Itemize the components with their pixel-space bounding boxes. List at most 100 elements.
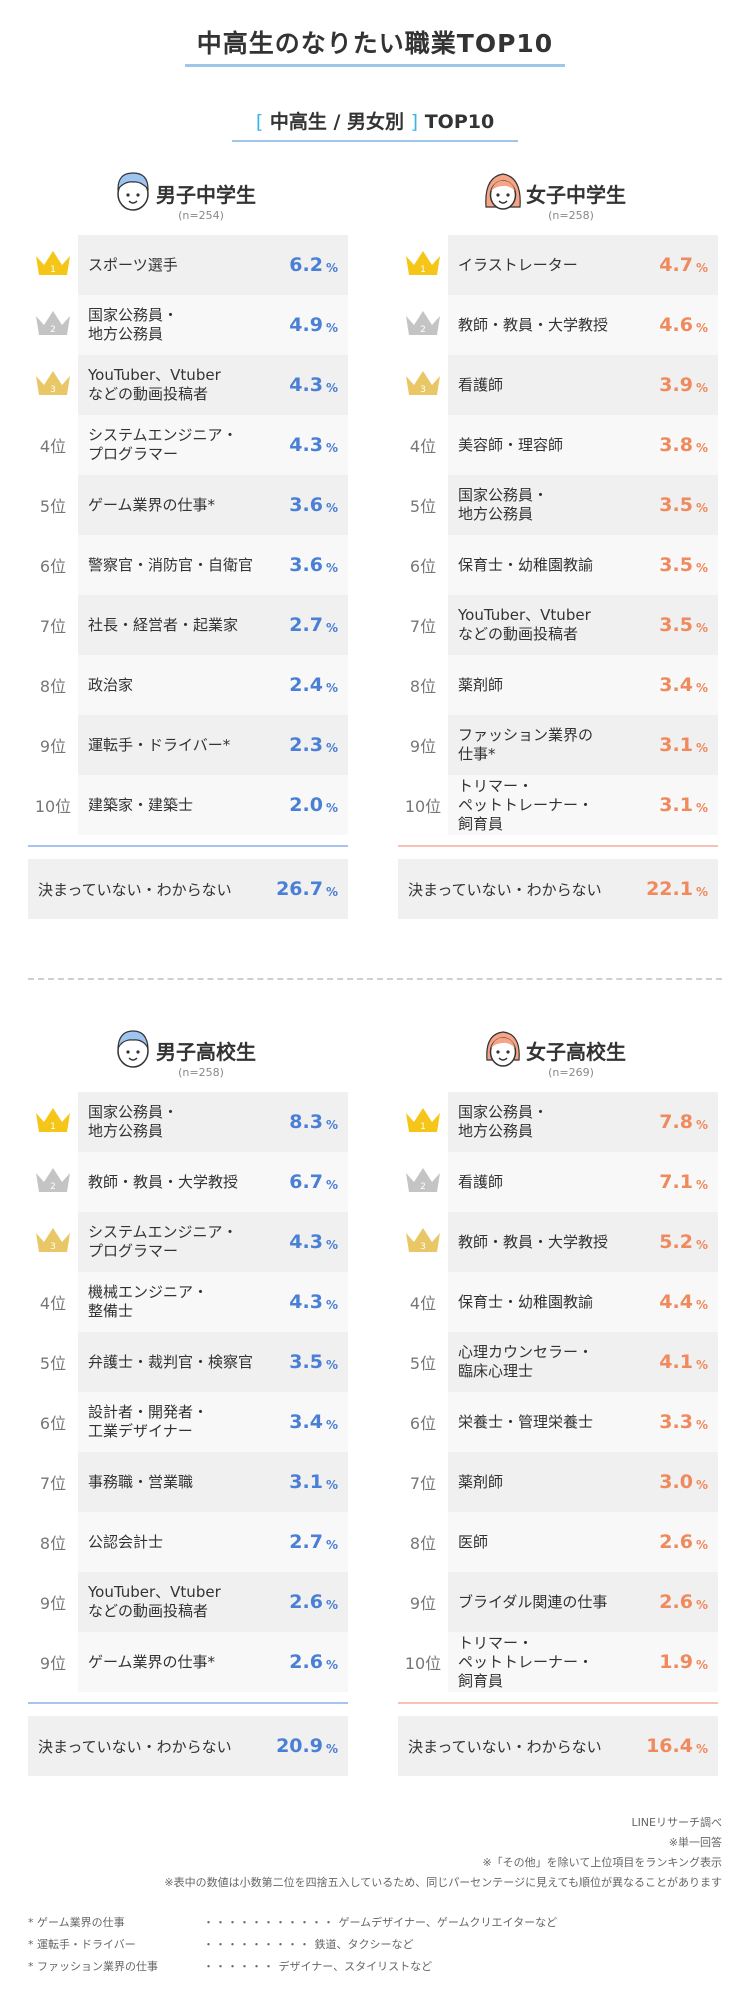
value-number: 2.6 bbox=[659, 1591, 693, 1613]
row-cell: ゲーム業界の仕事* 3.6% bbox=[78, 475, 348, 535]
title-underline bbox=[185, 64, 565, 67]
sample-size: (n=269) bbox=[548, 1066, 594, 1079]
percent-value: 3.0% bbox=[659, 1452, 708, 1512]
value-number: 2.7 bbox=[289, 1531, 323, 1553]
row-cell: スポーツ選手 6.2% bbox=[78, 235, 348, 295]
percent-unit: % bbox=[325, 1657, 338, 1672]
row-cell: システムエンジニア・ プログラマー 4.3% bbox=[78, 415, 348, 475]
footnote-dots: ・・・・・・・・・ bbox=[203, 1938, 311, 1951]
table-row: 7位 YouTuber、Vtuber などの動画投稿者 3.5% bbox=[398, 595, 743, 655]
svg-text:3: 3 bbox=[420, 1242, 426, 1252]
row-cell: 国家公務員・ 地方公務員 8.3% bbox=[78, 1092, 348, 1152]
row-cell: 教師・教員・大学教授 4.6% bbox=[448, 295, 718, 355]
job-label: スポーツ選手 bbox=[88, 255, 178, 274]
footnote-dots: ・・・・・・・・・・・ bbox=[203, 1916, 335, 1929]
percent-value: 3.8% bbox=[659, 415, 708, 475]
subtitle-text: 中高生 / 男女別 bbox=[269, 111, 405, 133]
table-row: 7位 事務職・営業職 3.1% bbox=[28, 1452, 373, 1512]
percent-value: 2.3% bbox=[289, 715, 338, 775]
subtitle-close-bracket: ] bbox=[410, 111, 419, 133]
row-cell: 公認会計士 2.7% bbox=[78, 1512, 348, 1572]
table-row: 6位 保育士・幼稚園教諭 3.5% bbox=[398, 535, 743, 595]
silver-crown-icon: 2 bbox=[34, 308, 72, 342]
ranking-list: 1 国家公務員・ 地方公務員 7.8% 2 看護師 7.1% 3 教師・教員・大学教授 5.2%… bbox=[398, 1092, 743, 1692]
svg-text:1: 1 bbox=[420, 265, 426, 275]
table-row: 1 イラストレーター 4.7% bbox=[398, 235, 743, 295]
percent-value: 5.2% bbox=[659, 1212, 708, 1272]
row-cell: 国家公務員・ 地方公務員 7.8% bbox=[448, 1092, 718, 1152]
row-cell: 保育士・幼稚園教諭 3.5% bbox=[448, 535, 718, 595]
row-cell: 美容師・理容師 3.8% bbox=[448, 415, 718, 475]
job-label: 警察官・消防官・自衛官 bbox=[88, 555, 254, 574]
value-number: 3.6 bbox=[289, 554, 323, 576]
note-ranking: ※「その他」を除いて上位項目をランキング表示 bbox=[482, 1856, 722, 1869]
percent-value: 4.3% bbox=[289, 1272, 338, 1332]
rank: 3 bbox=[398, 355, 448, 415]
percent-unit: % bbox=[695, 1477, 708, 1492]
row-cell: ゲーム業界の仕事* 2.6% bbox=[78, 1632, 348, 1692]
table-row: 3 システムエンジニア・ プログラマー 4.3% bbox=[28, 1212, 373, 1272]
value-number: 26.7 bbox=[276, 878, 323, 900]
table-row: 4位 美容師・理容師 3.8% bbox=[398, 415, 743, 475]
subtitle-open-bracket: [ bbox=[255, 111, 264, 133]
job-label: ゲーム業界の仕事* bbox=[88, 1652, 216, 1671]
bronze-crown-icon: 3 bbox=[404, 368, 442, 402]
gold-crown-icon: 1 bbox=[404, 1105, 442, 1139]
value-number: 2.7 bbox=[289, 614, 323, 636]
job-label: 栄養士・管理栄養士 bbox=[458, 1412, 594, 1431]
ranking-list: 1 スポーツ選手 6.2% 2 国家公務員・ 地方公務員 4.9% 3 YouTuber、Vt… bbox=[28, 235, 373, 835]
table-row: 4位 システムエンジニア・ プログラマー 4.3% bbox=[28, 415, 373, 475]
girl-face-icon bbox=[483, 1026, 523, 1070]
rank: 7位 bbox=[409, 1474, 437, 1493]
rank: 8位 bbox=[39, 677, 67, 696]
footnote-key: * ゲーム業界の仕事 bbox=[28, 1916, 125, 1929]
boy-face-icon bbox=[113, 1026, 153, 1070]
percent-value: 4.1% bbox=[659, 1332, 708, 1392]
job-label: 弁護士・裁判官・検察官 bbox=[88, 1352, 254, 1371]
gold-crown-icon: 1 bbox=[404, 248, 442, 282]
percent-unit: % bbox=[695, 740, 708, 755]
table-row: 8位 公認会計士 2.7% bbox=[28, 1512, 373, 1572]
rank: 7位 bbox=[409, 617, 437, 636]
table-row: 2 教師・教員・大学教授 6.7% bbox=[28, 1152, 373, 1212]
rank: 7位 bbox=[39, 617, 67, 636]
row-cell: 栄養士・管理栄養士 3.3% bbox=[448, 1392, 718, 1452]
job-label: 教師・教員・大学教授 bbox=[458, 1232, 609, 1251]
percent-unit: % bbox=[695, 440, 708, 455]
value-number: 2.6 bbox=[289, 1591, 323, 1613]
percent-unit: % bbox=[325, 680, 338, 695]
percent-unit: % bbox=[695, 620, 708, 635]
percent-value: 2.6% bbox=[659, 1512, 708, 1572]
value-number: 3.4 bbox=[659, 674, 693, 696]
undecided-row: 決まっていない・わからない 22.1% bbox=[398, 859, 718, 919]
percent-value: 4.7% bbox=[659, 235, 708, 295]
table-row: 8位 政治家 2.4% bbox=[28, 655, 373, 715]
panel-title: 男子高校生 bbox=[156, 1040, 256, 1064]
bronze-crown-icon: 3 bbox=[404, 1225, 442, 1259]
value-number: 4.6 bbox=[659, 314, 693, 336]
value-number: 16.4 bbox=[646, 1735, 693, 1757]
value-number: 4.3 bbox=[289, 1291, 323, 1313]
table-row: 4位 保育士・幼稚園教諭 4.4% bbox=[398, 1272, 743, 1332]
rank: 8位 bbox=[409, 677, 437, 696]
percent-value: 3.4% bbox=[289, 1392, 338, 1452]
row-cell: トリマー・ ペットトレーナー・ 飼育員 1.9% bbox=[448, 1632, 718, 1692]
percent-value: 1.9% bbox=[659, 1632, 708, 1692]
rank: 3 bbox=[28, 355, 78, 415]
job-label: 運転手・ドライバー* bbox=[88, 735, 231, 754]
job-label: 国家公務員・ 地方公務員 bbox=[458, 1103, 549, 1140]
note-source: LINEリサーチ調べ bbox=[631, 1816, 722, 1829]
job-label: システムエンジニア・ プログラマー bbox=[88, 426, 238, 463]
percent-value: 3.5% bbox=[289, 1332, 338, 1392]
rank: 1 bbox=[28, 1092, 78, 1152]
percent-value: 8.3% bbox=[289, 1092, 338, 1152]
rank: 5位 bbox=[409, 1354, 437, 1373]
panel-title: 女子高校生 bbox=[526, 1040, 626, 1064]
job-label: 機械エンジニア・ 整備士 bbox=[88, 1283, 209, 1320]
rank: 4位 bbox=[409, 437, 437, 456]
row-cell: 運転手・ドライバー* 2.3% bbox=[78, 715, 348, 775]
percent-value: 2.6% bbox=[289, 1572, 338, 1632]
undecided-row: 決まっていない・わからない 16.4% bbox=[398, 1716, 718, 1776]
rank: 1 bbox=[398, 235, 448, 295]
value-number: 4.7 bbox=[659, 254, 693, 276]
